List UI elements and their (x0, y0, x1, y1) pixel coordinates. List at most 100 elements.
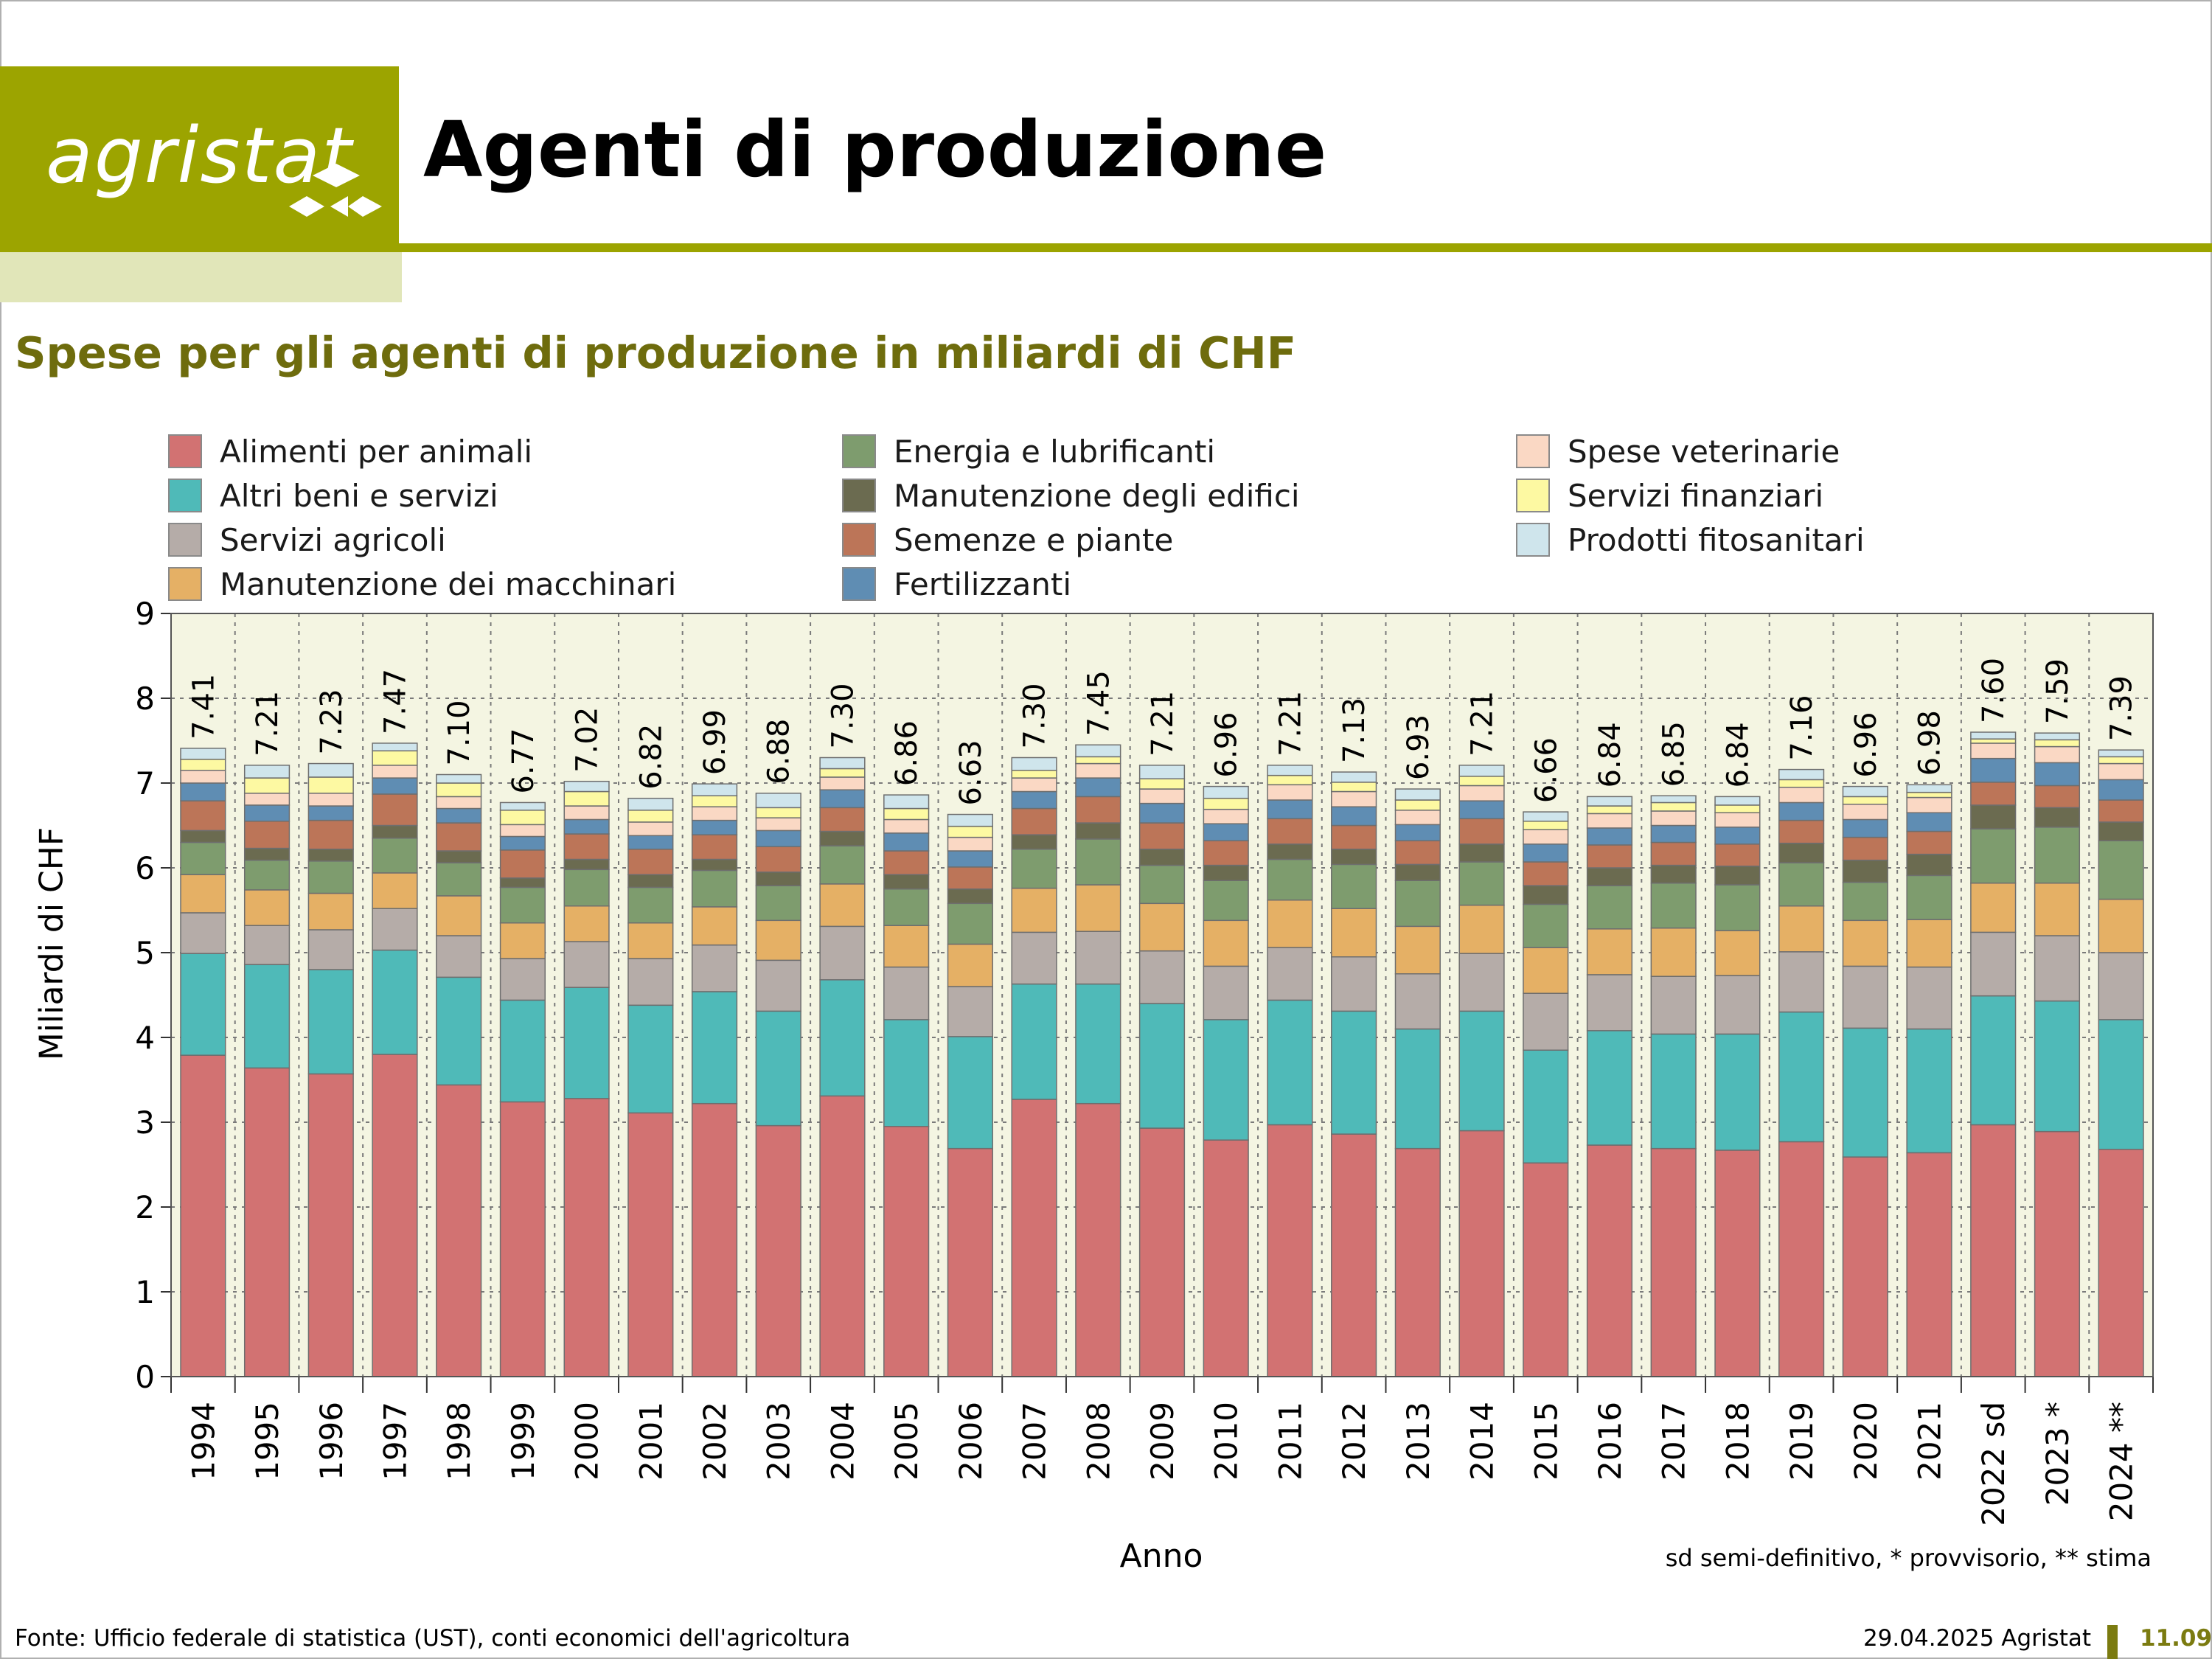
bar-segment (2034, 807, 2081, 828)
bar-segment (436, 782, 482, 798)
bar-segment (243, 859, 291, 891)
bar-segment (563, 941, 610, 988)
bar-segment (372, 742, 418, 752)
bar-segment (947, 825, 993, 838)
bar-segment (1906, 1152, 1952, 1377)
legend-label: Semenze e piante (894, 521, 1174, 558)
bar-segment (1075, 983, 1121, 1105)
bar-segment (755, 807, 801, 818)
x-tick-label: 2015 (1528, 1402, 1564, 1481)
bar-segment (2098, 898, 2144, 953)
total-label: 7.39 (2105, 675, 2139, 741)
bar-segment (627, 1004, 674, 1114)
bar-segment (2098, 821, 2144, 841)
bar-segment (691, 991, 738, 1105)
bar-segment (883, 794, 930, 810)
bar-segment (563, 805, 610, 821)
total-label: 6.99 (698, 709, 732, 775)
bar-segment (307, 776, 354, 794)
bar-segment (1586, 1144, 1633, 1377)
total-label: 6.82 (634, 724, 668, 790)
bar-segment (627, 922, 674, 959)
x-tick-label: 2014 (1464, 1402, 1500, 1481)
bar-segment (2098, 756, 2144, 765)
bar-segment (563, 869, 610, 907)
total-label: 7.23 (315, 689, 349, 754)
x-tick-label: 2004 (824, 1402, 860, 1481)
bar-segment (1138, 778, 1186, 790)
bar-segment (436, 807, 482, 824)
bar-segment (1778, 842, 1825, 863)
bar-segment (1394, 799, 1441, 811)
legend-swatch (842, 479, 876, 512)
bar-segment (436, 796, 482, 810)
x-tick-label: 2000 (569, 1402, 605, 1481)
bar-segment (1523, 821, 1569, 830)
bar-segment (755, 830, 801, 848)
bar-segment (691, 1102, 738, 1377)
legend-item: Prodotti fitosanitari (1516, 521, 1865, 559)
logo-band (0, 252, 402, 302)
bar-segment (180, 748, 226, 760)
bar-segment (819, 925, 866, 981)
bar-segment (1138, 1003, 1186, 1129)
bar-segment (1267, 799, 1313, 820)
bar-segment (1906, 966, 1952, 1030)
bar-segment (1458, 818, 1505, 845)
bar-segment (691, 944, 738, 992)
x-tick-label: 2003 (761, 1402, 797, 1481)
bar-segment (499, 958, 546, 1001)
logo-text: agristat (46, 111, 353, 201)
bar-segment (819, 979, 866, 1097)
bar-segment (883, 874, 930, 890)
bar-segment (1331, 1133, 1377, 1377)
plot-border (170, 613, 2154, 1377)
bar-segment (1138, 864, 1186, 905)
legend-swatch (168, 567, 202, 601)
bar-segment (180, 800, 226, 832)
bar-segment (1075, 1102, 1121, 1377)
bar-segment (1138, 788, 1186, 804)
bar-segment (180, 1054, 226, 1377)
bar-segment (1011, 770, 1057, 779)
bar-segment (499, 824, 546, 838)
x-tick-label: 2005 (888, 1402, 925, 1481)
bar-segment (243, 821, 291, 849)
bar-segment (1075, 931, 1121, 985)
bar-segment (755, 1124, 801, 1377)
bar-segment (1714, 844, 1761, 867)
bar-segment (947, 1036, 993, 1150)
bar-segment (1523, 844, 1569, 863)
x-tick-label: 2013 (1400, 1402, 1436, 1481)
total-label: 6.85 (1658, 721, 1691, 787)
bar-segment (436, 935, 482, 978)
bar-segment (947, 902, 993, 945)
bar-segment (563, 858, 610, 871)
y-tick-label: 4 (135, 1020, 155, 1056)
bar-segment (243, 964, 291, 1069)
bar-segment (755, 817, 801, 832)
bar-segment (1331, 863, 1377, 909)
bar-segment (243, 793, 291, 806)
bar-segment (372, 824, 418, 839)
bar-segment (1906, 796, 1952, 814)
y-tick-label: 8 (135, 681, 155, 717)
bar-segment (372, 750, 418, 766)
bar-segment (1394, 925, 1441, 975)
bar-segment (883, 807, 930, 821)
legend-swatch (842, 567, 876, 601)
bar-segment (1842, 1027, 1888, 1158)
bar-segment (1331, 782, 1377, 793)
total-label: 6.77 (507, 728, 540, 793)
bar-segment (1331, 1010, 1377, 1135)
bar-segment (307, 969, 354, 1075)
bar-segment (1394, 1147, 1441, 1377)
bar-segment (1778, 905, 1825, 953)
bar-segment (1458, 1010, 1505, 1132)
bar-segment (1970, 742, 2017, 759)
bar-segment (1138, 802, 1186, 824)
bar-segment (1075, 756, 1121, 765)
total-label: 6.86 (890, 720, 924, 786)
bar-segment (1267, 858, 1313, 901)
bar-segment (1586, 928, 1633, 975)
